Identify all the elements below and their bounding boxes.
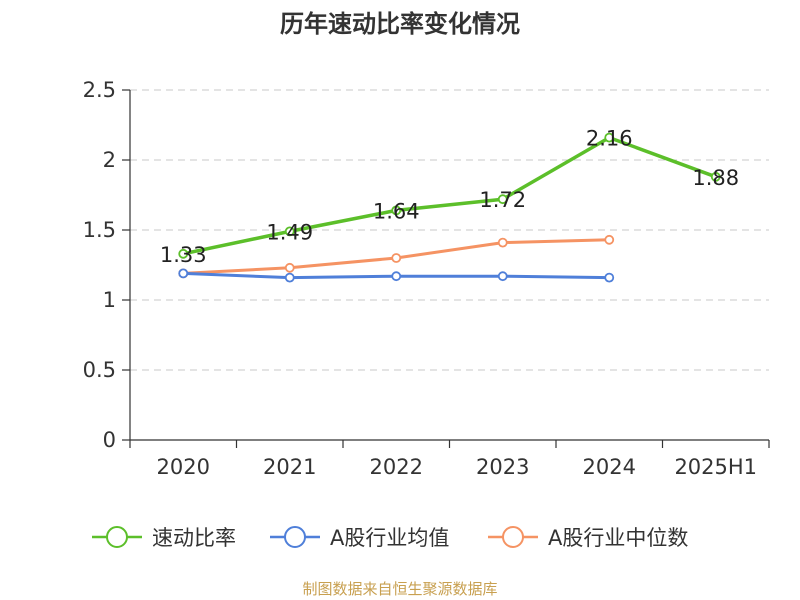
series-line-0 bbox=[182, 135, 717, 256]
data-label: 2.16 bbox=[586, 127, 633, 151]
legend-marker bbox=[502, 526, 524, 548]
data-label: 1.49 bbox=[266, 220, 313, 244]
y-tick-label: 1.5 bbox=[83, 218, 116, 242]
y-tick-label: 2.5 bbox=[83, 78, 116, 102]
data-point bbox=[391, 205, 402, 216]
legend-marker bbox=[106, 526, 128, 548]
x-tick-label: 2020 bbox=[157, 455, 210, 479]
data-point bbox=[284, 226, 295, 237]
data-point bbox=[284, 272, 295, 283]
data-point bbox=[391, 271, 402, 282]
y-tick-label: 1 bbox=[103, 288, 116, 312]
data-label: 1.88 bbox=[692, 166, 739, 190]
x-tick-label: 2023 bbox=[476, 455, 529, 479]
data-label: 1.64 bbox=[373, 199, 420, 223]
legend-item-2[interactable]: A股行业中位数 bbox=[488, 526, 688, 550]
legend-marker bbox=[284, 526, 306, 548]
data-label: 1.33 bbox=[160, 243, 207, 267]
data-point bbox=[178, 268, 189, 279]
data-label: 1.72 bbox=[479, 188, 526, 212]
data-point bbox=[391, 253, 402, 263]
x-tick-label: 2025H1 bbox=[674, 455, 757, 479]
axis-layer: 0 0.5 1 1.5 2 2.5 2020 2021 2022 2023 2024 2025H1 bbox=[83, 78, 770, 479]
data-point bbox=[178, 248, 189, 259]
label-layer: 1.33 1.49 1.64 1.72 2.16 1.88 bbox=[160, 127, 739, 267]
legend-item-0[interactable]: 速动比率 bbox=[92, 526, 236, 550]
y-tick-label: 2 bbox=[103, 148, 116, 172]
x-tick-label: 2024 bbox=[583, 455, 636, 479]
x-tick-label: 2022 bbox=[370, 455, 423, 479]
data-point bbox=[604, 132, 615, 143]
data-point bbox=[284, 262, 295, 273]
legend[interactable]: 速动比率 A股行业均值 A股行业中位数 bbox=[92, 526, 688, 550]
chart-title: 历年速动比率变化情况 bbox=[280, 10, 520, 38]
y-tick-label: 0.5 bbox=[83, 358, 116, 382]
legend-label: 速动比率 bbox=[152, 526, 236, 550]
legend-label: A股行业中位数 bbox=[548, 526, 688, 550]
data-point bbox=[497, 271, 508, 282]
data-point bbox=[604, 272, 615, 283]
legend-label: A股行业均值 bbox=[330, 526, 449, 550]
data-point bbox=[497, 237, 508, 248]
data-point bbox=[710, 171, 721, 182]
x-tick-label: 2021 bbox=[263, 455, 316, 479]
y-tick-label: 0 bbox=[103, 428, 116, 452]
data-point bbox=[497, 194, 508, 205]
source-note: 制图数据来自恒生聚源数据库 bbox=[302, 580, 497, 598]
data-point bbox=[604, 234, 615, 245]
series-layer bbox=[178, 132, 721, 283]
legend-item-1[interactable]: A股行业均值 bbox=[270, 526, 449, 550]
grid-layer bbox=[130, 89, 769, 371]
